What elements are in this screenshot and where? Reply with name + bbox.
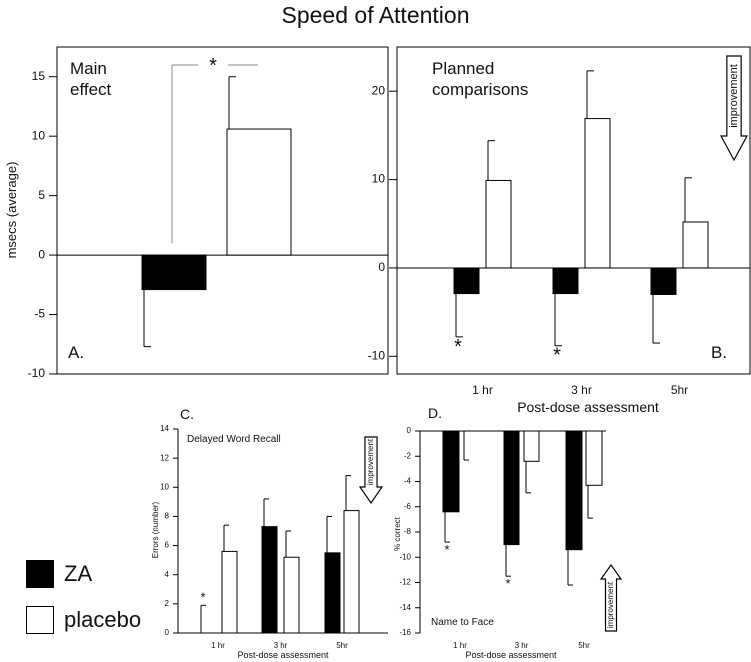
chart-panel-c: 0 2 4 6 8 10 12 14 1 hr 3 hr 5hr * Delayed Word Reca… — [151, 406, 388, 660]
panel-title-b: Planned — [432, 59, 494, 78]
sig-star: * — [454, 336, 462, 358]
y-tick-label-d: 0 — [407, 426, 412, 435]
bar-b-za-0 — [453, 267, 480, 295]
arrow-label-c: improvement — [366, 438, 375, 485]
chart-panel-d: 0 -2 -4 -6 -8 -10 -12 -14 -16 1 hr 3 hr 5hr * * Name t… — [393, 405, 623, 660]
x-tick-label-c: 5hr — [336, 641, 348, 650]
chart-panel-a: 15 10 5 0 -5 -10 * Main effect A. msecs (average) — [4, 46, 389, 380]
y-tick-label-a: 15 — [32, 69, 46, 83]
y-tick-label-a: 0 — [38, 247, 45, 261]
y-tick-label-c: 2 — [165, 599, 170, 608]
x-tick-label-d: 1 hr — [453, 641, 467, 650]
panel-title-c: Delayed Word Recall — [187, 434, 281, 445]
arrow-label-b: improvement — [728, 64, 740, 128]
x-axis-label-d: Post-dose assessment — [465, 650, 557, 660]
y-tick-label-b: 20 — [372, 83, 386, 97]
x-tick-label-b: 3 hr — [571, 383, 592, 397]
bar-c-placebo-0 — [221, 550, 238, 634]
bar-b-za-2 — [650, 267, 677, 295]
bar-a-za-0 — [141, 254, 207, 291]
y-axis-label-d: % correct — [393, 516, 402, 551]
sig-star: * — [444, 542, 449, 557]
y-tick-label-a: 5 — [38, 188, 45, 202]
panel-label-a: A. — [68, 343, 84, 362]
x-axis-label-b: Post-dose assessment — [517, 399, 659, 415]
page-title: Speed of Attention — [281, 2, 470, 28]
y-tick-label-d: -8 — [404, 527, 412, 536]
y-tick-label-d: -2 — [404, 451, 412, 460]
y-tick-label-d: -16 — [399, 628, 411, 637]
improvement-arrow-b — [719, 55, 749, 162]
legend-label-za: ZA — [64, 561, 93, 586]
x-tick-label-b: 1 hr — [472, 383, 493, 397]
x-tick-label-c: 3 hr — [274, 641, 288, 650]
x-tick-label-c: 1 hr — [211, 641, 225, 650]
bar-c-placebo-1 — [283, 556, 300, 634]
arrow-label-d: improvement — [606, 581, 615, 628]
y-tick-label-a: -10 — [28, 366, 46, 380]
y-tick-label-d: -14 — [399, 603, 411, 612]
bar-b-placebo-0 — [485, 179, 512, 269]
legend-swatch-placebo — [26, 606, 54, 634]
bar-d-placebo-1 — [523, 430, 540, 462]
sig-star: * — [209, 55, 217, 77]
sig-star: * — [200, 589, 205, 604]
y-tick-label-c: 8 — [165, 512, 170, 521]
bar-b-placebo-1 — [584, 118, 611, 269]
plot-frame-b — [396, 46, 751, 375]
sig-star: * — [505, 576, 510, 591]
x-tick-label-b: 5hr — [671, 383, 688, 397]
y-tick-label-c: 14 — [160, 424, 169, 433]
bar-d-za-0 — [442, 430, 460, 513]
plot-frame-a — [56, 46, 389, 375]
chart-panel-b: 20 10 0 -10 1 hr 3 hr 5hr * * Planned comparisons B… — [368, 46, 751, 415]
x-tick-label-d: 5hr — [578, 641, 590, 650]
y-tick-label-d: -4 — [404, 477, 412, 486]
y-tick-label-c: 6 — [165, 541, 170, 550]
legend-item-za: ZA — [26, 560, 92, 588]
panel-title-d: Name to Face — [431, 617, 494, 628]
bar-d-za-2 — [565, 430, 583, 551]
legend-item-placebo: placebo — [26, 606, 141, 634]
legend-swatch-za — [26, 560, 54, 588]
panel-title-a: effect — [70, 80, 112, 99]
panel-title-b: comparisons — [432, 80, 528, 99]
panel-label-c: C. — [180, 406, 194, 422]
bar-b-placebo-2 — [682, 221, 709, 269]
y-tick-label-a: -5 — [34, 307, 45, 321]
y-axis-label-c: Errors (number) — [151, 501, 160, 558]
y-tick-label-b: -10 — [368, 348, 386, 362]
sig-star: * — [553, 345, 561, 367]
y-tick-label-d: -6 — [404, 502, 412, 511]
y-tick-label-c: 12 — [160, 453, 169, 462]
improvement-arrow-d — [599, 563, 623, 632]
y-tick-label-b: 10 — [372, 172, 386, 186]
bar-c-za-2 — [324, 552, 341, 634]
x-axis-label-c: Post-dose assessment — [237, 650, 329, 660]
improvement-arrow-c — [358, 436, 384, 505]
y-tick-label-d: -10 — [399, 552, 411, 561]
panel-title-a: Main — [70, 59, 107, 78]
bar-a-placebo-0 — [226, 128, 292, 256]
y-tick-label-c: 0 — [165, 628, 170, 637]
y-tick-label-c: 10 — [160, 482, 169, 491]
panel-label-d: D. — [428, 405, 442, 421]
legend-label-placebo: placebo — [64, 607, 142, 632]
y-tick-label-d: -12 — [399, 578, 411, 587]
x-tick-label-d: 3 hr — [515, 641, 529, 650]
bar-c-placebo-2 — [343, 510, 360, 634]
bar-d-za-1 — [503, 430, 520, 546]
bar-b-za-1 — [552, 267, 579, 295]
bar-d-placebo-2 — [585, 430, 603, 486]
bar-c-za-1 — [261, 526, 278, 634]
y-axis-label-a: msecs (average) — [4, 162, 19, 259]
y-tick-label-b: 0 — [378, 260, 385, 274]
y-tick-label-a: 10 — [32, 128, 46, 142]
y-tick-label-c: 4 — [165, 570, 170, 579]
panel-label-b: B. — [711, 343, 727, 362]
